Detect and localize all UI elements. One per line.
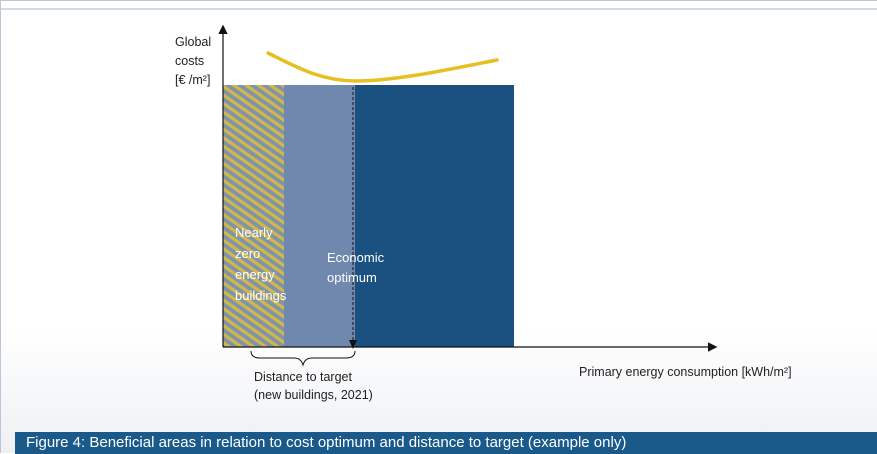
nzeb-region: [223, 85, 284, 347]
economic-optimum-label-line: optimum: [327, 270, 377, 285]
distance-to-target-line: Distance to target: [254, 370, 352, 384]
nzeb-label-line: buildings: [235, 288, 287, 303]
nzeb-label-line: energy: [235, 267, 275, 282]
nzeb-label-line: zero: [235, 246, 260, 261]
high-consumption-region: [355, 85, 514, 347]
top-divider: [1, 8, 877, 10]
distance-brace: [250, 350, 356, 367]
y-axis-label-line: costs: [175, 54, 204, 68]
diagram-canvas: Global costs [€ /m²] Primary energy cons…: [175, 24, 792, 402]
global-cost-curve: [266, 51, 499, 83]
x-axis-label: Primary energy consumption [kWh/m²]: [579, 365, 792, 379]
economic-optimum-label: Economic optimum: [327, 250, 388, 285]
distance-to-target-line: (new buildings, 2021): [254, 388, 373, 402]
economic-optimum-label-line: Economic: [327, 250, 385, 265]
nzeb-label: Nearly zero energy buildings: [235, 225, 287, 303]
nzeb-label-line: Nearly: [235, 225, 273, 240]
figure-caption: Figure 4: Beneficial areas in relation t…: [15, 432, 877, 454]
y-axis-label-line: Global: [175, 35, 211, 49]
y-axis-label-line: [€ /m²]: [175, 73, 210, 87]
y-axis-label: Global costs [€ /m²]: [175, 35, 215, 87]
distance-to-target-label: Distance to target (new buildings, 2021): [254, 370, 373, 402]
economic-optimum-region: [284, 85, 355, 347]
optimum-arrowhead: [349, 340, 357, 349]
